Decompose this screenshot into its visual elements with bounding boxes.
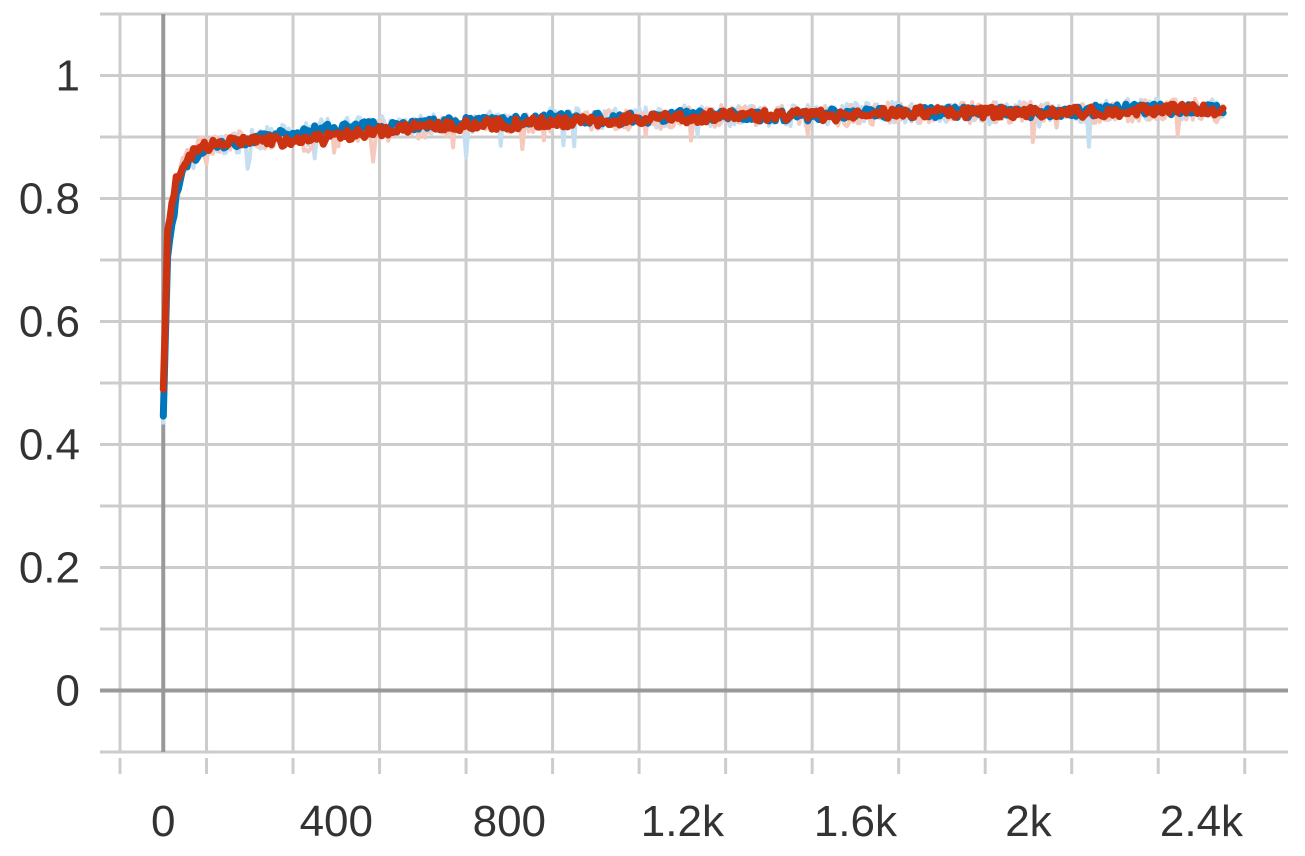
x-tick-label: 2k [1005, 797, 1052, 846]
x-tick-label: 1.2k [641, 797, 725, 846]
y-tick-label: 0.8 [19, 175, 80, 224]
y-axis: 0 0.2 0.4 0.6 0.8 1 [19, 52, 80, 716]
y-tick-label: 0.4 [19, 421, 80, 470]
x-tick-label: 400 [300, 797, 373, 846]
y-tick-label: 0 [56, 667, 80, 716]
y-tick-label: 0.6 [19, 298, 80, 347]
x-tick-label: 1.6k [814, 797, 898, 846]
x-axis: 0 400 800 1.2k 1.6k 2k 2.4k [151, 797, 1244, 846]
series-2-line [159, 100, 1227, 393]
x-tick-label: 0 [151, 797, 175, 846]
series-layer [159, 100, 1227, 420]
x-tick-label: 800 [473, 797, 546, 846]
y-tick-label: 0.2 [19, 544, 80, 593]
y-tick-label: 1 [56, 52, 80, 101]
series-1-raw-line [161, 96, 1225, 425]
x-tick-label: 2.4k [1160, 797, 1244, 846]
raw-series-layer [161, 96, 1226, 425]
